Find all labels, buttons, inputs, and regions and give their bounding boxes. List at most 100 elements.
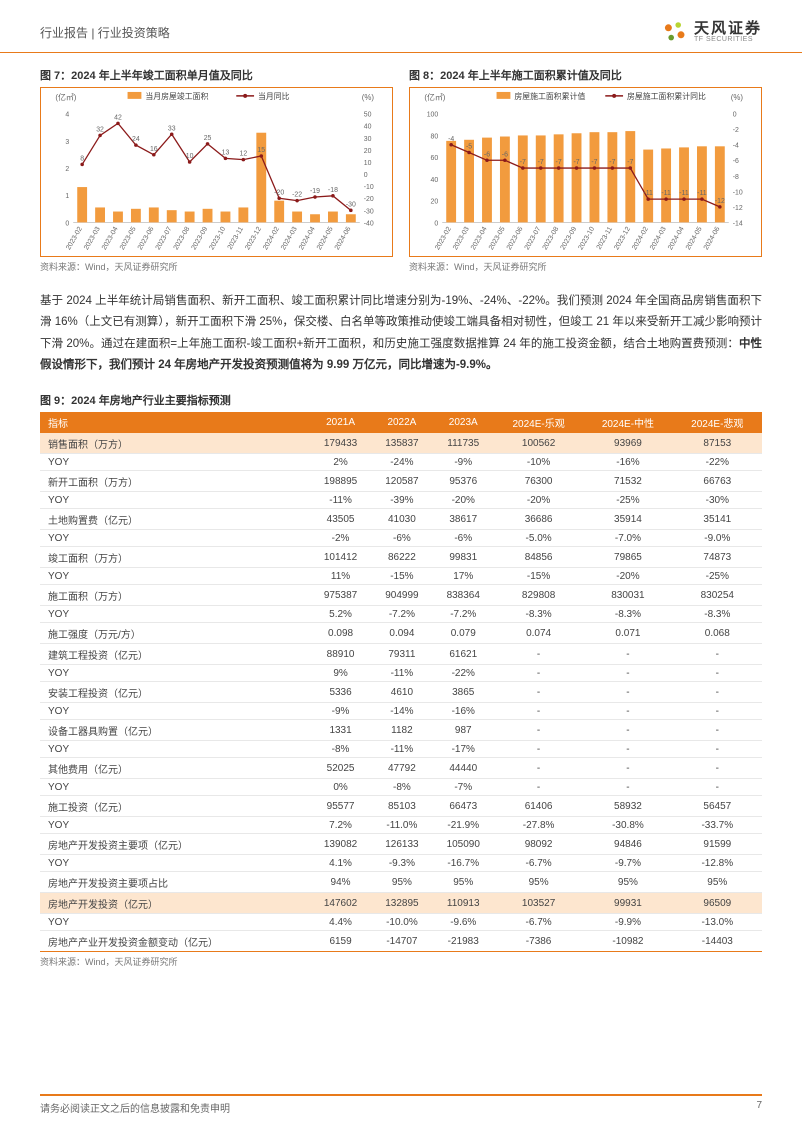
table-cell: 71532 xyxy=(583,471,672,492)
table-row: YOY9%-11%-22%--- xyxy=(40,665,762,682)
table-cell: 36686 xyxy=(494,509,583,530)
table-cell: 76300 xyxy=(494,471,583,492)
svg-text:当月同比: 当月同比 xyxy=(258,91,290,101)
table-cell: - xyxy=(583,665,672,682)
table-cell: 93969 xyxy=(583,433,672,454)
svg-text:2023-03: 2023-03 xyxy=(452,226,471,252)
svg-text:-18: -18 xyxy=(328,187,338,194)
svg-text:33: 33 xyxy=(168,125,176,132)
table-cell: - xyxy=(583,644,672,665)
table-cell: -13.0% xyxy=(673,914,762,931)
table-row: YOY7.2%-11.0%-21.9%-27.8%-30.8%-33.7% xyxy=(40,817,762,834)
table-cell: 61406 xyxy=(494,796,583,817)
footer-disclaimer: 请务必阅读正文之后的信息披露和免责申明 xyxy=(40,1100,230,1115)
svg-text:-7: -7 xyxy=(520,159,526,166)
svg-text:-8: -8 xyxy=(733,174,739,181)
table-cell: 95% xyxy=(371,872,432,893)
chart-8-title: 图 8：2024 年上半年施工面积累计值及同比 xyxy=(409,67,762,83)
table-cell: 土地购置费（亿元） xyxy=(40,509,310,530)
table-cell: 79865 xyxy=(583,547,672,568)
table-cell: 44440 xyxy=(433,758,494,779)
table-cell: -9.7% xyxy=(583,855,672,872)
svg-text:(%): (%) xyxy=(362,93,375,102)
table-cell: 829808 xyxy=(494,585,583,606)
table-cell: 房地产开发投资主要项占比 xyxy=(40,872,310,893)
svg-text:40: 40 xyxy=(364,124,372,131)
table-cell: 4.1% xyxy=(310,855,371,872)
svg-text:(亿㎡): (亿㎡) xyxy=(55,92,76,102)
svg-text:40: 40 xyxy=(431,177,439,184)
svg-text:2023-05: 2023-05 xyxy=(488,226,507,252)
svg-text:60: 60 xyxy=(431,155,439,162)
table-row: 其他费用（亿元）520254779244440--- xyxy=(40,758,762,779)
table-row: 施工强度（万元/方）0.0980.0940.0790.0740.0710.068 xyxy=(40,623,762,644)
table-cell: - xyxy=(673,741,762,758)
table-cell: - xyxy=(673,779,762,796)
table-cell: -9.9% xyxy=(583,914,672,931)
table-cell: 94% xyxy=(310,872,371,893)
svg-text:-7: -7 xyxy=(573,159,579,166)
svg-text:15: 15 xyxy=(257,147,265,154)
table-cell: 0.098 xyxy=(310,623,371,644)
table-row: 竣工面积（万方）1014128622299831848567986574873 xyxy=(40,547,762,568)
table-cell: 17% xyxy=(433,568,494,585)
svg-text:2023-10: 2023-10 xyxy=(208,226,227,252)
table-cell: -15% xyxy=(494,568,583,585)
table-cell: 其他费用（亿元） xyxy=(40,758,310,779)
table-row: 施工面积（万方）97538790499983836482980883003183… xyxy=(40,585,762,606)
svg-text:4: 4 xyxy=(65,112,69,119)
svg-text:2023-11: 2023-11 xyxy=(596,226,615,251)
table-cell: 建筑工程投资（亿元） xyxy=(40,644,310,665)
table-cell: 120587 xyxy=(371,471,432,492)
svg-text:2024-02: 2024-02 xyxy=(262,226,281,252)
page-footer: 请务必阅读正文之后的信息披露和免责申明 7 xyxy=(40,1094,762,1115)
table-cell: 95% xyxy=(673,872,762,893)
chart-8-block: 图 8：2024 年上半年施工面积累计值及同比 (亿㎡)(%)房屋施工面积累计值… xyxy=(409,67,762,273)
page-number: 7 xyxy=(756,1100,762,1115)
table-cell: 74873 xyxy=(673,547,762,568)
table-row: YOY5.2%-7.2%-7.2%-8.3%-8.3%-8.3% xyxy=(40,606,762,623)
table-cell: 施工面积（万方） xyxy=(40,585,310,606)
table-cell: -6.7% xyxy=(494,914,583,931)
table-cell: -39% xyxy=(371,492,432,509)
table-cell: 设备工器具购置（亿元） xyxy=(40,720,310,741)
table-row: YOY2%-24%-9%-10%-16%-22% xyxy=(40,454,762,471)
table-cell: 987 xyxy=(433,720,494,741)
table-cell: YOY xyxy=(40,568,310,585)
table-cell: 施工强度（万元/方） xyxy=(40,623,310,644)
table-cell: -8% xyxy=(310,741,371,758)
table-cell: - xyxy=(583,682,672,703)
table-cell: 79311 xyxy=(371,644,432,665)
table-cell: -21.9% xyxy=(433,817,494,834)
svg-text:-30: -30 xyxy=(346,201,356,208)
table-row: 房地产开发投资（亿元）14760213289511091310352799931… xyxy=(40,893,762,914)
table-cell: - xyxy=(583,703,672,720)
logo-text-en: TF SECURITIES xyxy=(694,36,762,43)
table-cell: 52025 xyxy=(310,758,371,779)
table-cell: -7.2% xyxy=(433,606,494,623)
table-row: 销售面积（万方）17943313583711173510056293969871… xyxy=(40,433,762,454)
table-cell: -10.0% xyxy=(371,914,432,931)
table-cell: 84856 xyxy=(494,547,583,568)
table-row: YOY-11%-39%-20%-20%-25%-30% xyxy=(40,492,762,509)
svg-text:20: 20 xyxy=(364,148,372,155)
table-cell: - xyxy=(583,720,672,741)
table-cell: -10982 xyxy=(583,931,672,952)
svg-text:(亿㎡): (亿㎡) xyxy=(424,92,445,102)
svg-text:-7: -7 xyxy=(538,159,544,166)
table-cell: -14707 xyxy=(371,931,432,952)
svg-text:当月房屋竣工面积: 当月房屋竣工面积 xyxy=(145,91,208,101)
svg-text:2024-06: 2024-06 xyxy=(334,226,353,252)
table-cell: 38617 xyxy=(433,509,494,530)
table-cell: 103527 xyxy=(494,893,583,914)
table-cell: - xyxy=(583,741,672,758)
svg-text:2: 2 xyxy=(65,166,69,173)
chart-7-block: 图 7：2024 年上半年竣工面积单月值及同比 (亿㎡)(%)当月房屋竣工面积当… xyxy=(40,67,393,273)
table-cell: -12.8% xyxy=(673,855,762,872)
svg-text:2023-08: 2023-08 xyxy=(173,226,192,252)
table-cell: 110913 xyxy=(433,893,494,914)
table-cell: 98092 xyxy=(494,834,583,855)
svg-text:-22: -22 xyxy=(292,192,302,199)
table-header-cell: 指标 xyxy=(40,412,310,433)
svg-text:2023-06: 2023-06 xyxy=(506,226,525,252)
